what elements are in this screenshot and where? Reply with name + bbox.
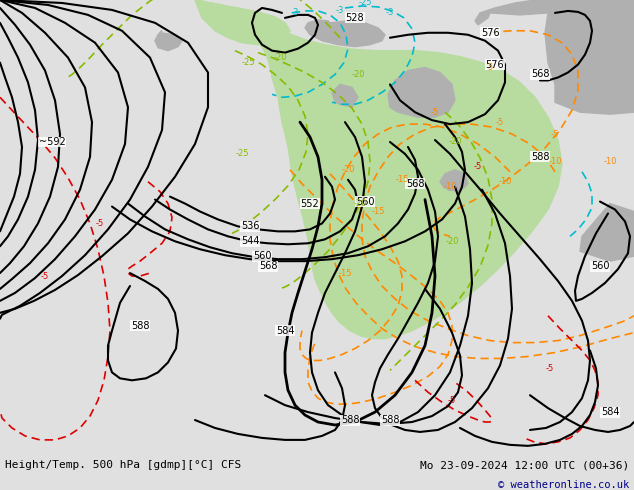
Text: -10: -10 [443, 182, 456, 191]
Text: 568: 568 [406, 179, 424, 189]
Text: 588: 588 [531, 152, 549, 162]
Text: -20: -20 [448, 138, 462, 147]
Text: -25: -25 [242, 58, 255, 67]
Text: 576: 576 [486, 60, 504, 70]
Text: -5: -5 [448, 395, 456, 405]
Text: Height/Temp. 500 hPa [gdmp][°C] CFS: Height/Temp. 500 hPa [gdmp][°C] CFS [5, 460, 242, 470]
Polygon shape [332, 84, 358, 107]
Polygon shape [545, 0, 634, 114]
Text: 552: 552 [301, 198, 320, 209]
Text: -10: -10 [603, 157, 617, 167]
Text: 560: 560 [253, 251, 271, 261]
Text: -15: -15 [395, 175, 409, 184]
Polygon shape [388, 68, 455, 117]
Text: 560: 560 [591, 261, 609, 271]
Text: 588: 588 [340, 415, 359, 425]
Text: -3: -3 [336, 6, 344, 15]
Text: 588: 588 [381, 415, 399, 425]
Text: -25: -25 [235, 149, 249, 158]
Text: -5: -5 [474, 162, 482, 171]
Text: -15: -15 [339, 269, 352, 277]
Text: -3: -3 [386, 8, 394, 18]
Polygon shape [305, 20, 385, 47]
Text: -5: -5 [546, 364, 554, 373]
Text: 5: 5 [488, 63, 493, 72]
Text: © weatheronline.co.uk: © weatheronline.co.uk [498, 480, 629, 490]
Text: 588: 588 [131, 320, 149, 331]
Text: 536: 536 [241, 221, 259, 231]
Text: -10: -10 [498, 177, 512, 186]
Text: -25: -25 [358, 0, 372, 7]
Text: ~592: ~592 [39, 137, 65, 147]
Text: -20: -20 [445, 237, 459, 246]
Polygon shape [580, 203, 634, 261]
Text: -20: -20 [341, 165, 355, 174]
Text: -15: -15 [372, 207, 385, 216]
Text: -5: -5 [41, 271, 49, 281]
Polygon shape [155, 31, 182, 50]
Text: 560: 560 [356, 196, 374, 207]
Polygon shape [195, 0, 562, 339]
Text: -5: -5 [496, 118, 504, 126]
Polygon shape [475, 0, 575, 25]
Text: -3: -3 [291, 8, 299, 18]
Text: -10: -10 [548, 157, 562, 167]
Text: 584: 584 [601, 407, 619, 417]
Polygon shape [195, 0, 290, 45]
Text: 568: 568 [259, 261, 277, 271]
Text: -20: -20 [353, 199, 366, 208]
Text: -20: -20 [351, 70, 365, 79]
Text: -5: -5 [551, 129, 559, 139]
Text: 528: 528 [346, 13, 365, 23]
Text: 584: 584 [276, 326, 294, 336]
Text: -20: -20 [273, 53, 287, 62]
Polygon shape [440, 170, 468, 192]
Text: 544: 544 [241, 236, 259, 246]
Text: Mo 23-09-2024 12:00 UTC (00+36): Mo 23-09-2024 12:00 UTC (00+36) [420, 460, 629, 470]
Text: 576: 576 [481, 28, 500, 38]
Text: 568: 568 [531, 70, 549, 79]
Text: -5: -5 [431, 108, 439, 117]
Text: -5: -5 [96, 219, 104, 228]
